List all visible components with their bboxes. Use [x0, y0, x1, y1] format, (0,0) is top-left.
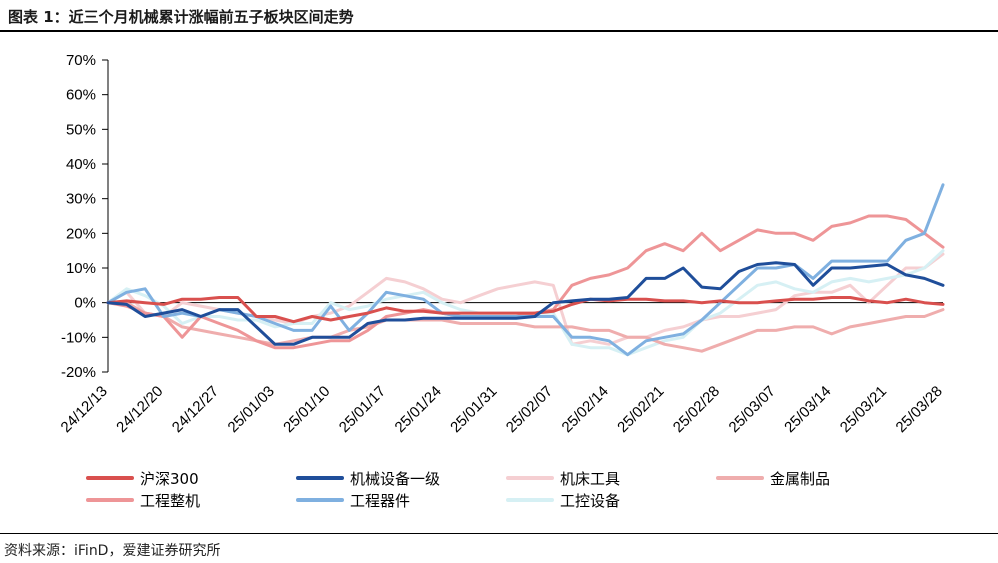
legend-label: 机械设备一级: [350, 470, 440, 488]
x-tick-label: 25/03/21: [837, 383, 890, 436]
legend-label: 工程器件: [350, 492, 410, 510]
series-layer: [106, 183, 945, 357]
x-tick-label: 25/02/21: [614, 383, 667, 436]
series-line-4: [106, 301, 945, 353]
x-tick-label: 25/03/14: [781, 383, 834, 436]
x-tick-label: 24/12/20: [113, 383, 166, 436]
series-line-2: [106, 261, 945, 346]
x-tick-label: 25/01/03: [225, 383, 278, 436]
y-tick-label: 70%: [66, 52, 96, 69]
x-tick-label: 25/01/31: [447, 383, 500, 436]
x-tick-label: 25/01/10: [280, 383, 333, 436]
legend-label: 金属制品: [770, 470, 830, 488]
y-tick-label: 30%: [66, 191, 96, 208]
legend-label: 机床工具: [560, 470, 620, 488]
legend-label: 沪深300: [140, 470, 199, 488]
x-tick-label: 25/02/07: [503, 383, 556, 436]
y-tick-label: 0%: [74, 295, 96, 312]
x-tick-label: 25/03/07: [726, 383, 779, 436]
y-tick-label: 40%: [66, 156, 96, 173]
x-tick-label: 24/12/13: [58, 383, 111, 436]
legend-label: 工程整机: [140, 492, 200, 510]
y-tick-label: 60%: [66, 87, 96, 104]
series-line-5: [106, 214, 945, 350]
axis-layer: 70%60%50%40%30%20%10%0%-10%-20%24/12/13 2…: [58, 52, 946, 436]
top-divider: [0, 30, 998, 32]
x-tick-label: 24/12/27: [169, 383, 222, 436]
x-tick-label: 25/02/28: [670, 383, 723, 436]
x-tick-label: 25/03/28: [893, 383, 946, 436]
chart-title: 图表 1：近三个月机械累计涨幅前五子板块区间走势: [8, 8, 354, 26]
bottom-divider: [0, 533, 998, 534]
y-tick-label: 50%: [66, 121, 96, 138]
x-tick-label: 25/01/17: [336, 383, 389, 436]
x-tick-label: 25/01/24: [392, 383, 445, 436]
y-tick-label: -20%: [61, 364, 96, 381]
y-tick-label: 10%: [66, 260, 96, 277]
series-line-1: [106, 296, 945, 324]
y-tick-label: 20%: [66, 225, 96, 242]
y-tick-label: -10%: [61, 329, 96, 346]
source-note: 资料来源：iFinD，爱建证券研究所: [4, 543, 221, 559]
x-tick-label: 25/02/14: [559, 383, 612, 436]
legend-label: 工控设备: [560, 492, 620, 510]
